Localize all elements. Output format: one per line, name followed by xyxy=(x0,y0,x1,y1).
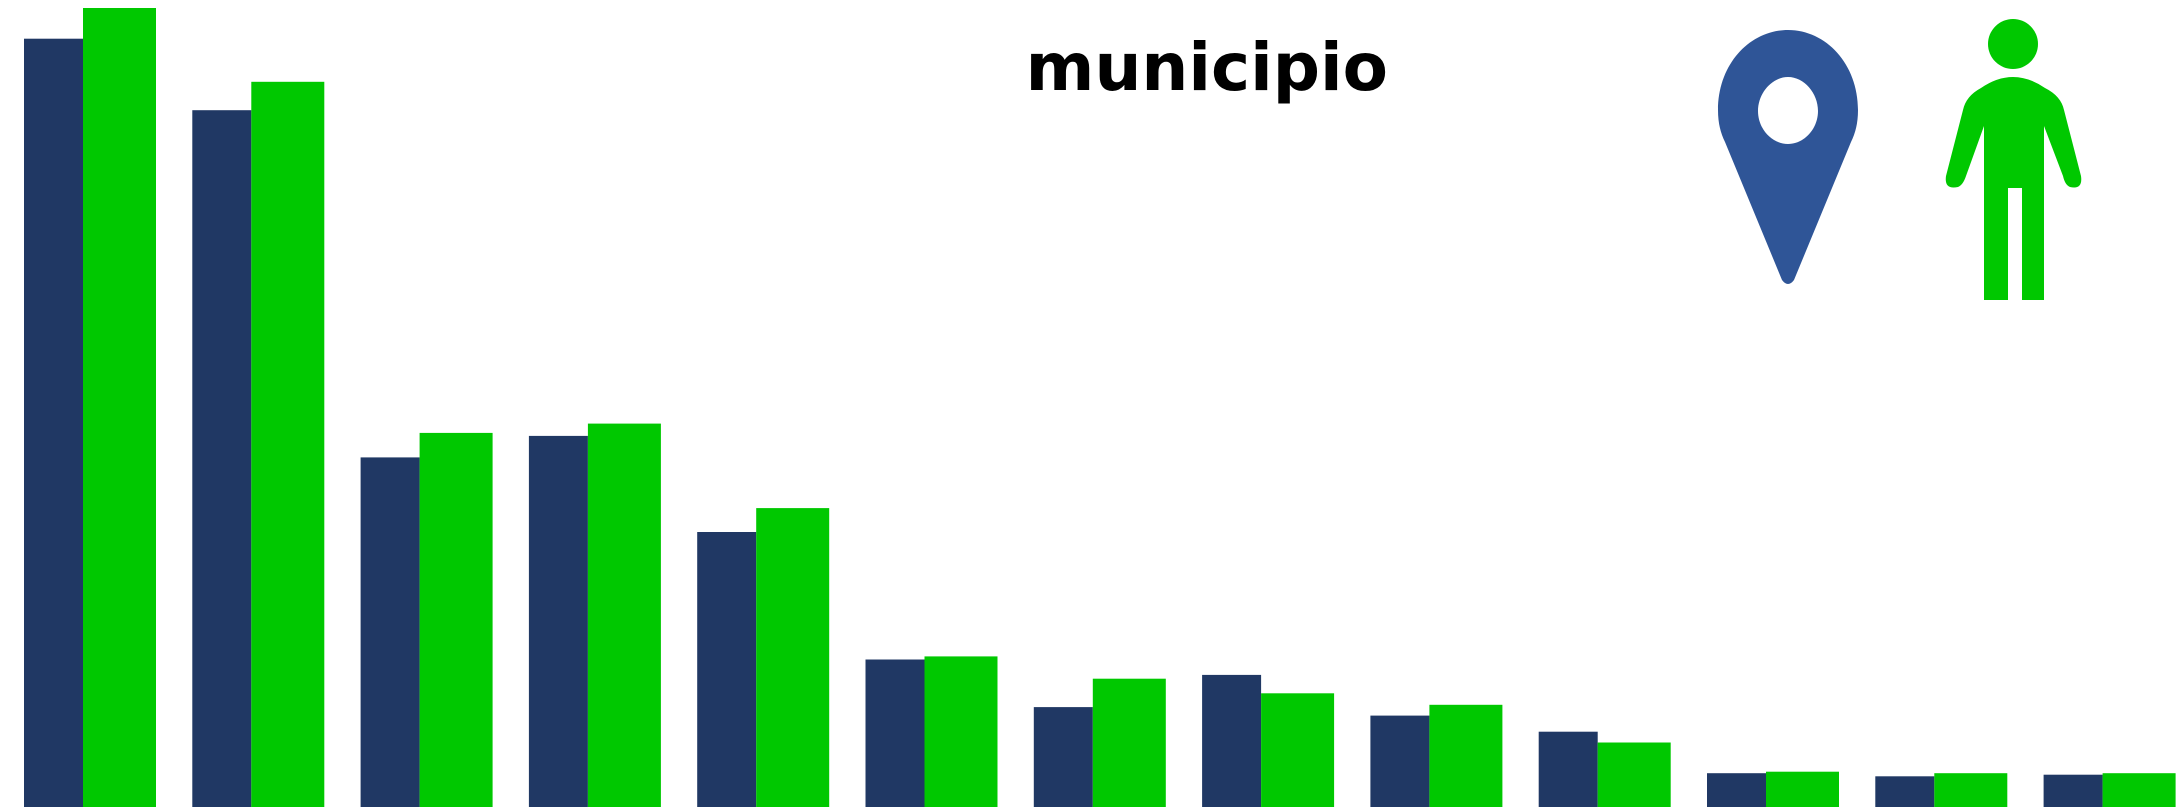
bar-series2-8 xyxy=(1261,693,1335,807)
bar-series1-10 xyxy=(1538,731,1598,807)
bar-series2-1 xyxy=(83,8,156,807)
bar-series2-3 xyxy=(419,432,493,807)
person-icon xyxy=(1945,19,2082,300)
bar-series1-12 xyxy=(1875,776,1935,807)
bar-series2-11 xyxy=(1766,771,1839,807)
map-pin-icon xyxy=(1718,30,1858,284)
bar-series2-7 xyxy=(1092,678,1166,807)
bar-series1-1 xyxy=(24,38,83,807)
bar-series2-2 xyxy=(251,81,325,807)
bars-group xyxy=(24,8,2176,807)
bar-series1-8 xyxy=(1202,674,1262,807)
bar-series1-7 xyxy=(1033,707,1093,807)
bar-series2-5 xyxy=(756,508,830,807)
bar-series1-9 xyxy=(1370,715,1430,807)
bar-series2-13 xyxy=(2102,773,2176,807)
bar-series1-2 xyxy=(192,110,252,807)
bar-series1-4 xyxy=(528,435,588,807)
bar-series2-6 xyxy=(924,656,998,807)
bar-series2-10 xyxy=(1597,742,1671,807)
bar-series1-11 xyxy=(1707,773,1766,807)
bar-series2-9 xyxy=(1429,704,1503,807)
bar-series1-13 xyxy=(2043,774,2103,807)
bar-series2-4 xyxy=(587,423,661,807)
chart-title-line2: municipio xyxy=(1026,29,1388,106)
bar-series1-3 xyxy=(360,457,420,807)
bar-series2-12 xyxy=(1934,773,2008,807)
bar-series1-5 xyxy=(697,532,757,807)
bar-series1-6 xyxy=(865,659,925,807)
